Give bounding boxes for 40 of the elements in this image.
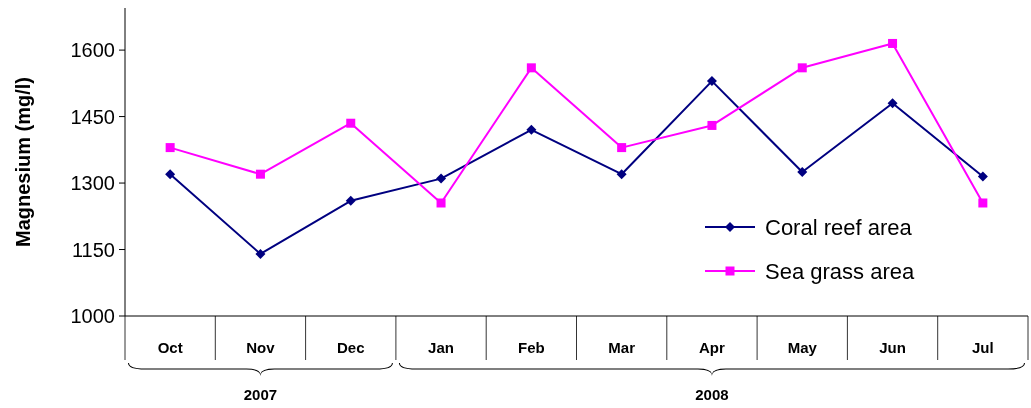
x-tick-label: Jul [972, 339, 994, 356]
text: 2007 [243, 386, 278, 403]
x-tick-label: Mar [608, 339, 636, 356]
x-tick-label: Dec [336, 339, 365, 356]
point [526, 124, 537, 135]
x-tick-label: Apr [699, 339, 726, 356]
legend-label: Sea grass area [765, 258, 915, 284]
point [887, 98, 898, 109]
point [707, 120, 717, 130]
text: 2008 [695, 386, 729, 403]
point [797, 166, 808, 177]
point [978, 198, 988, 208]
point [616, 169, 627, 180]
point [436, 198, 446, 208]
point [165, 169, 176, 180]
point [526, 63, 536, 73]
y-tick-label: 1000 [70, 305, 115, 327]
x-tick-label: Oct [157, 339, 183, 356]
y-tick-label: 1300 [70, 172, 115, 195]
x-tick-label: Nov [246, 339, 276, 356]
point [346, 118, 356, 128]
x-tick-label: Jun [879, 339, 906, 356]
y-tick-label: 1150 [71, 238, 115, 261]
y-tick-label: 1450 [70, 105, 115, 128]
point [977, 171, 988, 182]
point [345, 195, 356, 206]
y-tick-label: 1600 [70, 39, 115, 62]
legend-label: Coral reef area [765, 214, 913, 240]
point [255, 248, 266, 259]
x-tick-label: May [787, 339, 818, 356]
x-tick-label: Feb [518, 339, 545, 356]
point [165, 143, 175, 153]
y-axis-title: Magnesium (mg/l) [12, 76, 34, 248]
point [797, 63, 807, 73]
point [888, 38, 898, 48]
point [706, 76, 717, 87]
x-tick-label: Jan [428, 339, 454, 356]
point [617, 143, 627, 153]
point [255, 169, 265, 179]
point [436, 173, 447, 184]
